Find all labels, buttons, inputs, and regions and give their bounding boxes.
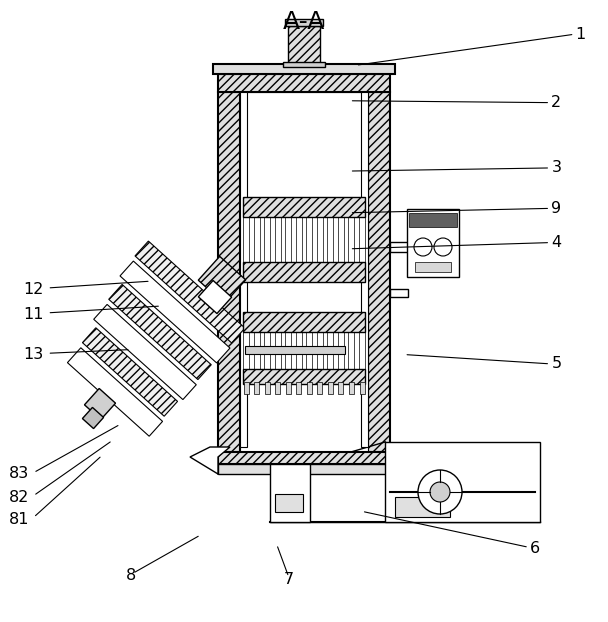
Bar (245, 314, 345, 322)
Bar (359, 217, 365, 262)
Bar (254, 332, 260, 369)
Bar (283, 62, 325, 67)
Bar (264, 382, 269, 394)
Text: 1: 1 (576, 27, 586, 42)
Circle shape (430, 482, 450, 502)
Circle shape (418, 470, 462, 514)
Bar (328, 382, 333, 394)
Bar (285, 19, 323, 26)
Bar (359, 382, 365, 394)
Polygon shape (198, 281, 232, 313)
Bar (348, 217, 354, 262)
Bar (270, 464, 310, 522)
Bar (327, 332, 333, 369)
Bar (243, 217, 249, 262)
Text: 4: 4 (551, 235, 561, 250)
Bar (415, 262, 451, 272)
Bar (243, 262, 365, 282)
Bar (395, 497, 450, 517)
Text: A-A: A-A (283, 10, 325, 34)
Bar (359, 332, 365, 369)
Bar (409, 213, 457, 227)
Text: 9: 9 (551, 201, 561, 216)
Text: 82: 82 (9, 490, 30, 505)
Bar (213, 64, 395, 74)
Bar (275, 382, 280, 394)
Bar (218, 92, 240, 452)
Polygon shape (85, 389, 116, 419)
Bar (243, 382, 249, 394)
Bar (245, 346, 345, 354)
Bar (240, 92, 247, 447)
Circle shape (434, 238, 452, 256)
Circle shape (414, 238, 432, 256)
Bar (275, 494, 303, 512)
Bar (390, 242, 408, 252)
Bar (338, 217, 344, 262)
Bar (348, 332, 354, 369)
Text: 2: 2 (551, 95, 561, 110)
Bar (317, 382, 322, 394)
Bar (307, 382, 312, 394)
Bar (306, 217, 313, 262)
Text: 7: 7 (284, 572, 294, 587)
Text: 6: 6 (530, 541, 540, 556)
Bar (243, 369, 365, 384)
Bar (264, 217, 270, 262)
Bar (243, 332, 249, 369)
Bar (285, 217, 291, 262)
Polygon shape (198, 256, 246, 304)
Polygon shape (94, 304, 196, 399)
Polygon shape (67, 348, 162, 436)
Polygon shape (190, 447, 230, 474)
Text: 11: 11 (23, 307, 44, 322)
Text: 12: 12 (23, 282, 44, 297)
Bar (295, 332, 302, 369)
Text: 83: 83 (9, 466, 30, 481)
Bar (264, 332, 270, 369)
Bar (338, 332, 344, 369)
Bar (361, 92, 368, 447)
Bar (275, 217, 281, 262)
Bar (218, 452, 390, 464)
Bar (317, 332, 323, 369)
Bar (349, 382, 354, 394)
Bar (317, 217, 323, 262)
Bar (218, 74, 390, 92)
Bar (254, 382, 259, 394)
Bar (286, 382, 291, 394)
Bar (243, 312, 365, 332)
Bar (295, 217, 302, 262)
Bar (306, 332, 313, 369)
Bar (327, 217, 333, 262)
Bar (288, 26, 320, 64)
Bar (275, 332, 281, 369)
Text: 81: 81 (9, 512, 30, 527)
Bar (240, 92, 368, 452)
Text: 13: 13 (23, 347, 44, 362)
Bar (285, 332, 291, 369)
Bar (390, 289, 408, 297)
Text: 5: 5 (551, 356, 561, 371)
Polygon shape (135, 241, 245, 343)
Bar (243, 197, 365, 217)
Bar (296, 382, 301, 394)
Polygon shape (120, 261, 230, 363)
Bar (368, 92, 390, 452)
Text: 8: 8 (126, 568, 136, 583)
Bar (408, 239, 414, 255)
Bar (339, 382, 344, 394)
Bar (385, 442, 540, 522)
Polygon shape (83, 407, 103, 429)
Bar (218, 464, 390, 474)
Bar (254, 217, 260, 262)
Bar (407, 209, 459, 277)
Text: 3: 3 (551, 160, 561, 175)
Polygon shape (83, 328, 178, 416)
Polygon shape (109, 284, 211, 379)
